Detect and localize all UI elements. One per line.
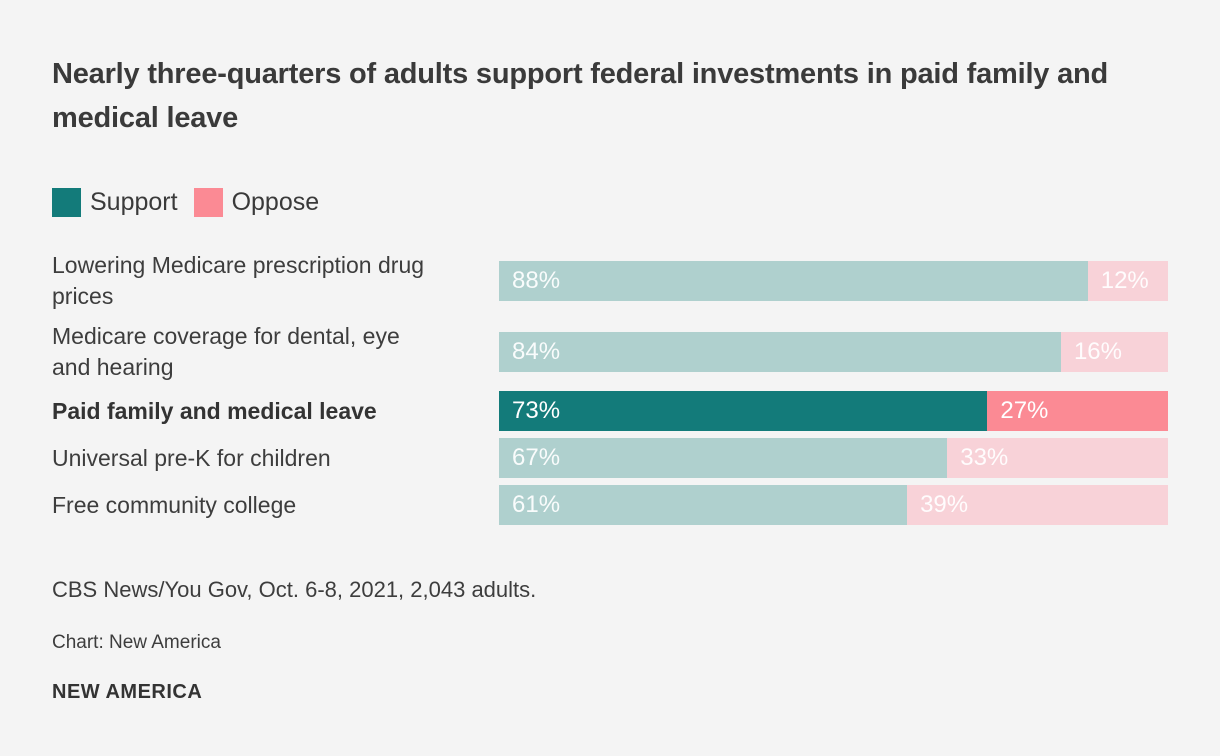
bar-row-medicare-drug-prices: Lowering Medicare prescription drug pric… [52,249,1168,313]
support-segment: 84% [499,332,1061,372]
bar-track: 67% 33% [499,438,1168,478]
legend: Support Oppose [52,188,1168,217]
oppose-value-label: 12% [1100,267,1149,294]
bar-track: 88% 12% [499,261,1168,301]
support-segment: 73% [499,391,988,431]
support-segment: 88% [499,261,1088,301]
support-swatch-icon [52,188,81,217]
new-america-logo: NEW AMERICA [52,681,203,703]
legend-item-support: Support [52,188,178,217]
category-label: Free community college [52,491,297,518]
support-segment: 67% [499,438,948,478]
category-label: Lowering Medicare prescription drug pric… [52,252,425,309]
oppose-segment: 16% [1060,332,1168,372]
bar-track: 73% 27% [499,391,1168,431]
oppose-segment: 12% [1087,261,1168,301]
oppose-segment: 27% [987,391,1168,431]
category-label: Universal pre-K for children [52,444,331,471]
oppose-swatch-icon [193,188,223,217]
bar-row-free-community-college: Free community college 61% 39% [52,485,1168,525]
oppose-segment: 33% [947,438,1168,478]
support-value-label: 61% [512,491,561,518]
bar-track: 84% 16% [499,332,1168,372]
source-note: CBS News/You Gov, Oct. 6-8, 2021, 2,043 … [52,577,537,602]
category-label: Medicare coverage for dental, eye and he… [52,323,400,380]
legend-support-label: Support [90,188,178,216]
support-value-label: 73% [512,397,561,424]
oppose-segment: 39% [907,485,1168,525]
legend-oppose-label: Oppose [231,188,320,216]
oppose-value-label: 39% [920,491,969,518]
support-value-label: 88% [512,267,561,294]
oppose-value-label: 16% [1073,338,1122,365]
chart-credit: Chart: New America [52,632,221,653]
oppose-value-label: 33% [960,444,1009,471]
support-value-label: 84% [512,338,561,365]
stacked-bar-chart: Lowering Medicare prescription drug pric… [52,249,1168,525]
chart-title: Nearly three-quarters of adults support … [52,58,1109,134]
category-label: Paid family and medical leave [52,397,377,424]
support-segment: 61% [499,485,908,525]
oppose-value-label: 27% [1000,397,1049,424]
bar-row-universal-pre-k: Universal pre-K for children 67% 33% [52,438,1168,478]
support-value-label: 67% [512,444,561,471]
bar-row-medicare-coverage: Medicare coverage for dental, eye and he… [52,320,1168,384]
legend-item-oppose: Oppose [193,188,320,217]
bar-row-paid-family-leave: Paid family and medical leave 73% 27% [52,391,1168,431]
bar-track: 61% 39% [499,485,1168,525]
